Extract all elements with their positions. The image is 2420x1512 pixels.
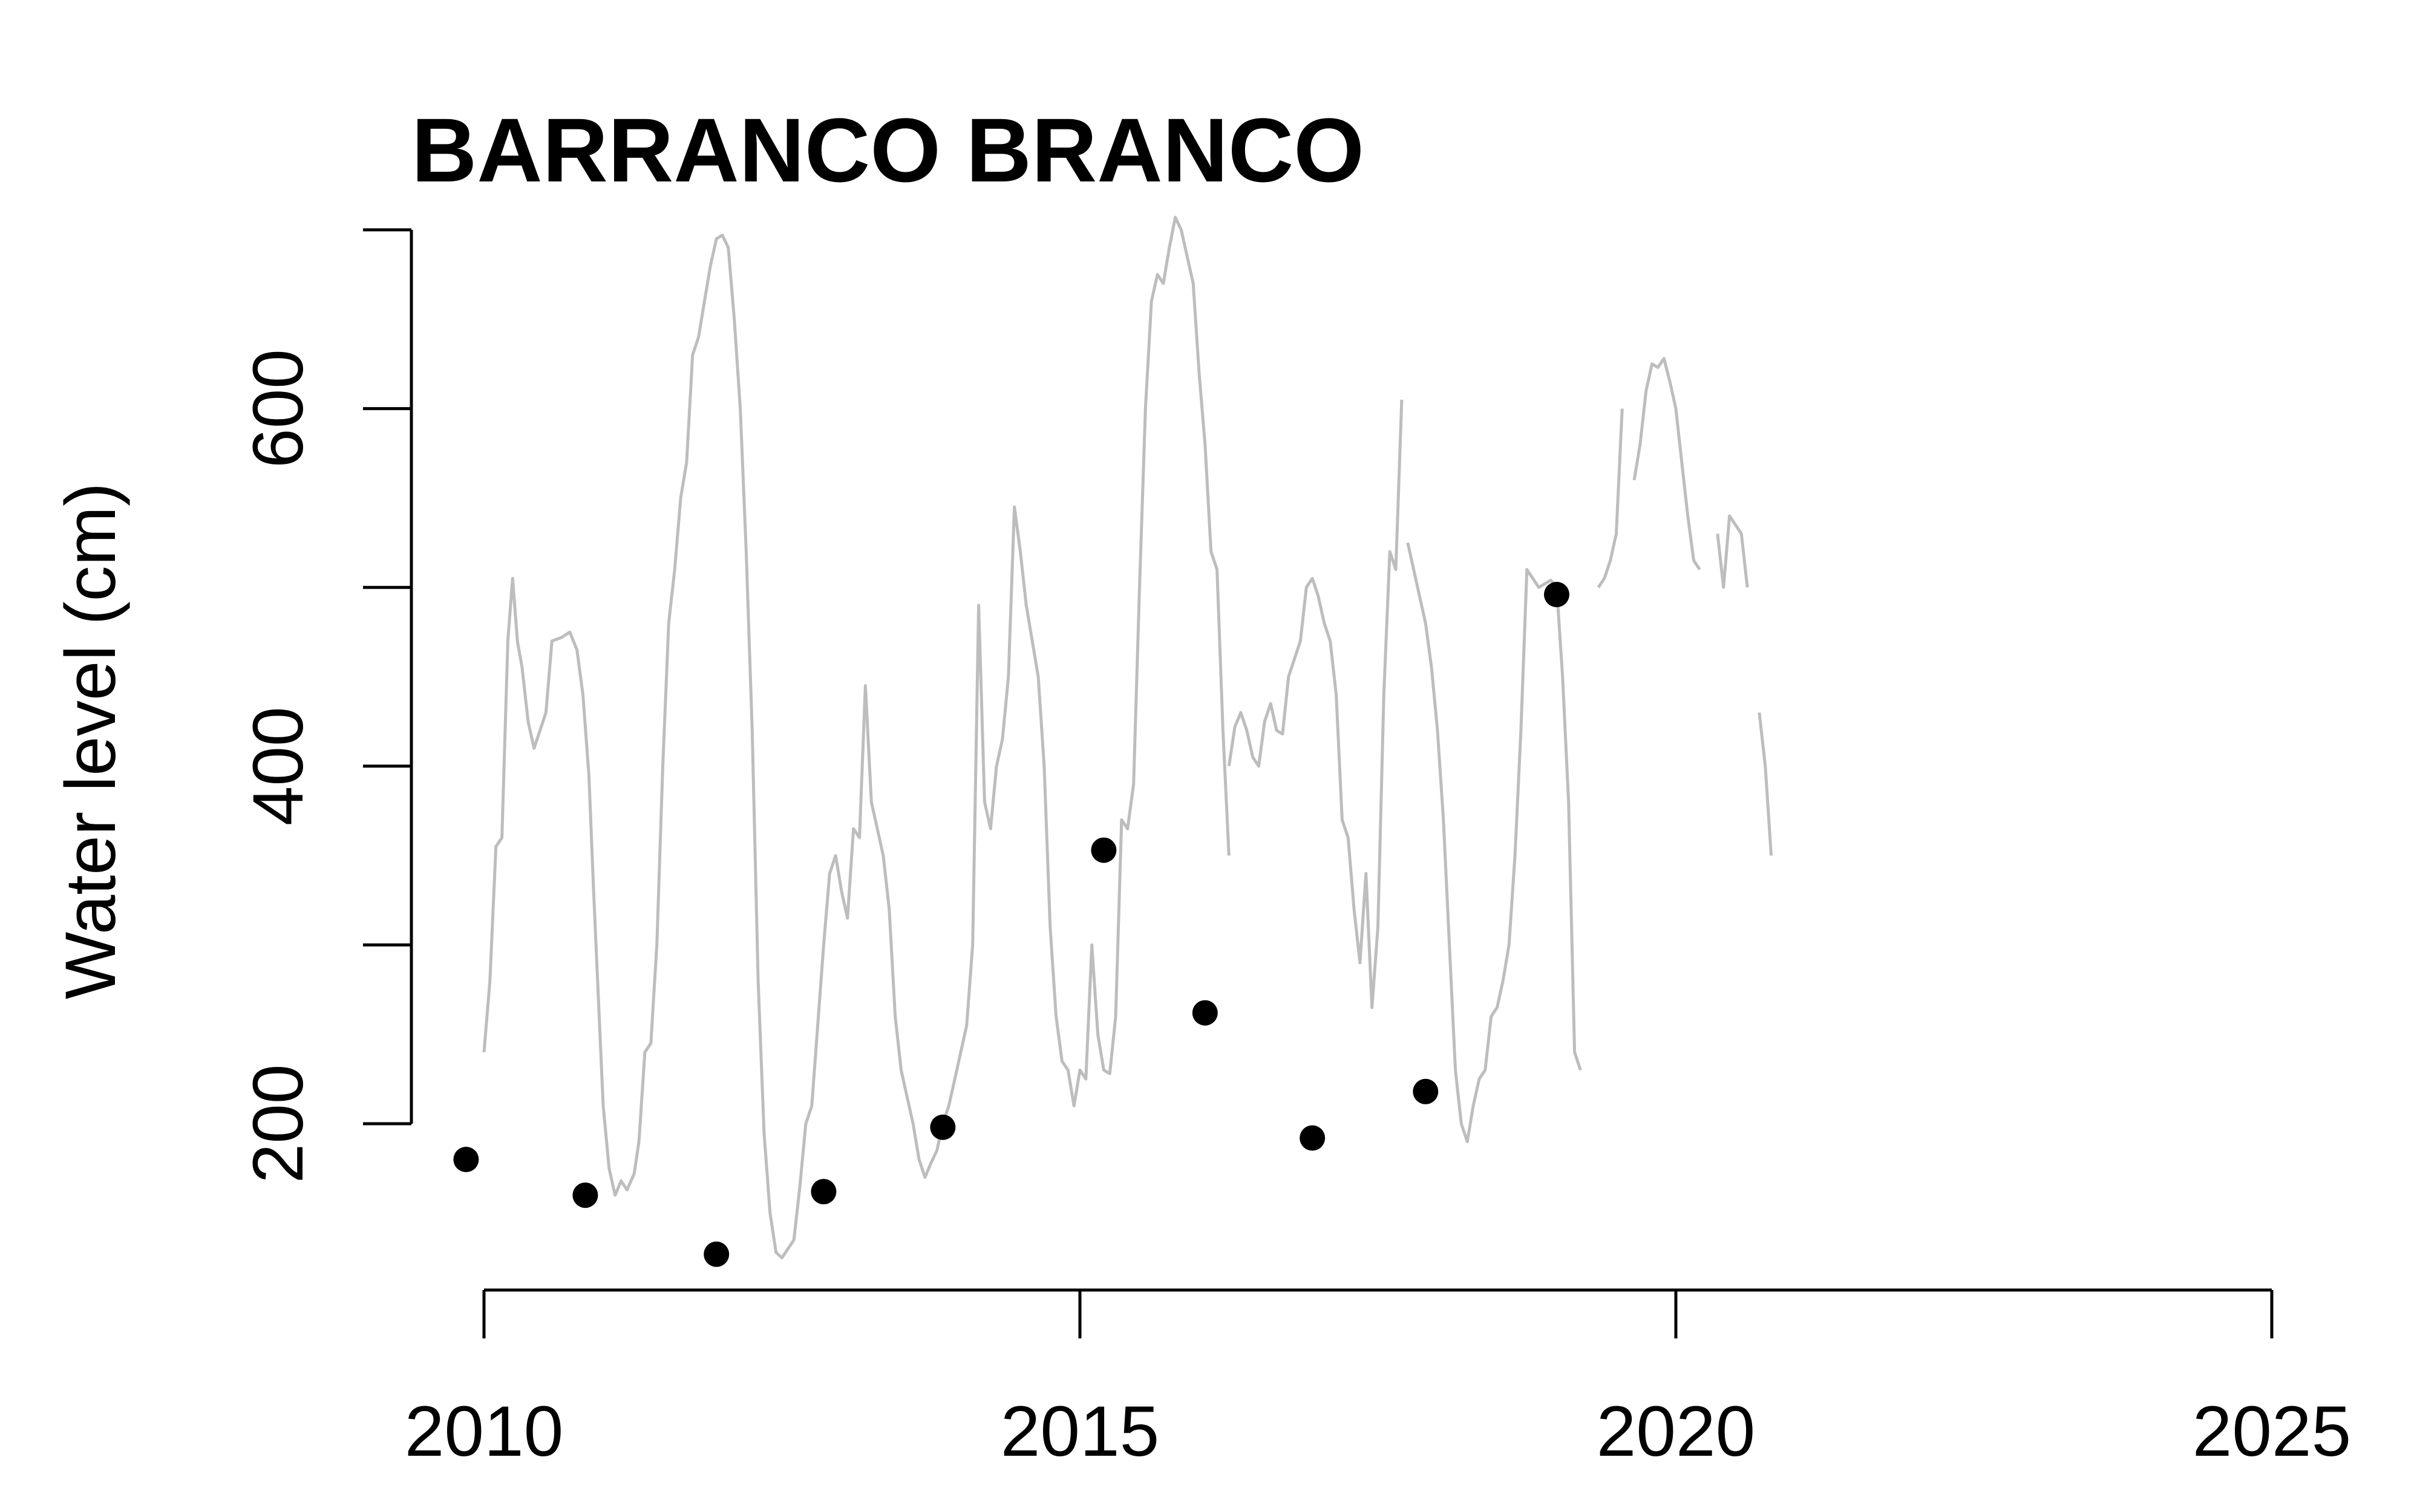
data-point [704,1241,730,1267]
data-point [1544,582,1569,607]
y-axis-title: Water level (cm) [51,483,131,999]
data-point [572,1182,598,1208]
x-tick-label: 2025 [2193,1392,2352,1471]
x-tick-label: 2020 [1597,1392,1756,1471]
data-point [1300,1125,1326,1151]
data-point [1192,1000,1218,1026]
water-level-line-segment [1758,712,1773,856]
annual-minimum-points [453,582,1569,1267]
water-level-line-segment [1716,514,1749,589]
x-tick-label: 2015 [1001,1392,1160,1471]
water-level-line-segment [1406,542,1582,1144]
x-axis: 2010 2015 2020 2025 [405,1288,2352,1471]
water-level-line-segment [1632,357,1701,570]
y-tick-label: 600 [238,349,318,468]
y-axis: 200 400 600 [238,228,413,1184]
y-tick-label: 400 [238,706,318,826]
water-level-line-segment [1597,408,1624,588]
data-point [1413,1078,1439,1104]
water-level-series [482,215,1773,1260]
water-level-line-segment [482,215,1231,1260]
y-tick-label: 200 [238,1064,318,1184]
data-point [1091,837,1117,863]
data-point [811,1179,837,1205]
water-level-line-segment [1227,399,1404,1009]
data-point [453,1147,479,1173]
x-tick-label: 2010 [405,1392,564,1471]
data-point [930,1114,956,1140]
chart-title: BARRANCO BRANCO [411,99,1364,201]
